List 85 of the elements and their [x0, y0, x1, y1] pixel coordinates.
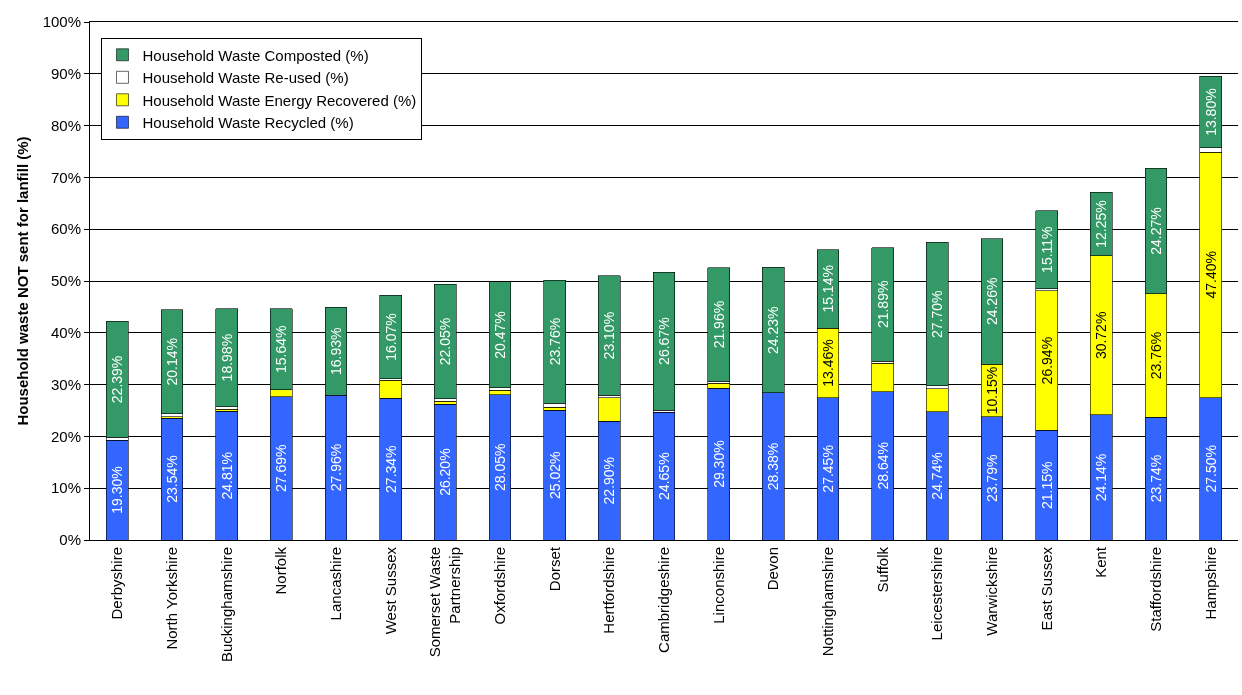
x-tick-label: North Yorkshire	[162, 547, 180, 650]
data-label: 30.72%	[1093, 311, 1110, 360]
y-tick-label: 70%	[50, 168, 81, 186]
data-label: 24.27%	[1148, 207, 1164, 255]
data-label: 24.81%	[218, 452, 235, 500]
data-label: 25.02%	[546, 451, 563, 499]
data-label: 13.80%	[1202, 88, 1219, 136]
y-axis-title: Household waste NOT sent for lanfill (%)	[13, 136, 31, 426]
data-label: 22.39%	[109, 355, 126, 404]
data-label: 24.74%	[929, 452, 946, 500]
x-tick-label: West Sussex	[381, 546, 399, 635]
data-label: 23.54%	[164, 455, 180, 503]
x-tick-label: Dorset	[545, 546, 563, 592]
y-tick-label: 100%	[42, 13, 81, 31]
x-tick-label: Lancashire	[326, 547, 344, 621]
x-tick-label: Derbyshire	[108, 547, 126, 620]
data-label: 21.89%	[874, 280, 891, 329]
data-label: 23.79%	[984, 454, 1000, 503]
data-label: 10.15%	[984, 366, 1000, 415]
data-label: 24.65%	[656, 452, 672, 500]
data-label: 27.45%	[820, 445, 836, 493]
data-label: 26.94%	[1038, 336, 1055, 385]
x-tick-label: East Sussex	[1037, 546, 1055, 631]
data-label: 18.98%	[218, 333, 235, 382]
data-label: 15.64%	[273, 325, 290, 374]
data-label: 23.10%	[601, 311, 618, 360]
legend-label: Household Waste Composted (%)	[142, 46, 369, 64]
x-tick-label: Buckinghamshire	[217, 547, 235, 663]
x-tick-label: Linconshire	[709, 547, 727, 624]
data-label: 27.50%	[1202, 445, 1219, 493]
x-tick-label: Norfolk	[272, 546, 290, 595]
data-label: 12.25%	[1093, 200, 1110, 248]
data-label: 21.15%	[1038, 461, 1055, 509]
data-label: 21.96%	[710, 300, 727, 349]
data-label: 26.20%	[437, 448, 454, 496]
x-tick-label: Suffolk	[873, 546, 891, 593]
data-label: 23.74%	[1148, 454, 1164, 503]
legend-label: Household Waste Re-used (%)	[142, 69, 349, 87]
data-label: 15.14%	[820, 265, 836, 313]
x-tick-label: Nottinghamshire	[818, 547, 836, 657]
x-tick-label: Warwickshire	[982, 547, 1000, 636]
data-label: 47.40%	[1202, 251, 1219, 299]
data-label: 22.90%	[601, 456, 618, 505]
data-label: 20.14%	[164, 338, 180, 386]
y-tick-label: 20%	[50, 427, 81, 445]
data-label: 24.26%	[984, 277, 1000, 326]
data-label: 19.30%	[109, 466, 126, 514]
data-label: 15.11%	[1038, 226, 1055, 273]
y-tick-label: 0%	[59, 531, 81, 549]
x-tick-label: Leicestershire	[928, 547, 946, 641]
y-tick-label: 40%	[50, 324, 81, 342]
x-tick-label: Oxfordshire	[490, 547, 508, 625]
y-tick-label: 80%	[50, 116, 81, 134]
data-label: 16.93%	[328, 327, 344, 376]
legend-label: Household Waste Recycled (%)	[142, 114, 354, 132]
x-tick-label: Hampshire	[1201, 547, 1219, 620]
x-tick-label: Kent	[1092, 546, 1110, 578]
x-tick-label: Devon	[764, 547, 782, 591]
data-label: 27.34%	[382, 445, 399, 493]
data-label: 13.46%	[820, 339, 836, 387]
data-label: 29.30%	[710, 440, 727, 488]
data-label: 24.14%	[1093, 453, 1110, 502]
data-label: 23.76%	[546, 317, 563, 366]
data-label: 24.23%	[765, 306, 782, 354]
data-label: 26.67%	[656, 317, 672, 365]
data-label: 28.05%	[492, 443, 508, 492]
y-tick-label: 50%	[50, 272, 81, 290]
y-tick-label: 10%	[50, 479, 81, 497]
data-label: 28.64%	[874, 442, 891, 490]
data-label: 16.07%	[382, 313, 399, 361]
data-label: 27.69%	[273, 444, 290, 493]
x-tick-label: Cambridgeshire	[654, 547, 672, 653]
data-label: 27.70%	[929, 290, 946, 338]
legend-label: Household Waste Energy Recovered (%)	[142, 91, 417, 109]
y-tick-label: 60%	[50, 220, 81, 238]
data-label: 27.96%	[328, 443, 344, 492]
y-tick-label: 30%	[50, 375, 81, 393]
data-label: 23.76%	[1148, 331, 1164, 380]
x-tick-label: Staffordshire	[1146, 547, 1164, 632]
data-label: 20.47%	[492, 311, 508, 359]
data-label: 22.05%	[437, 317, 454, 366]
data-label: 28.38%	[765, 442, 782, 491]
x-tick-label: Somerset Waste Partnership	[426, 547, 463, 658]
y-tick-label: 90%	[50, 65, 81, 83]
x-tick-label: Hertfordshire	[600, 547, 618, 634]
